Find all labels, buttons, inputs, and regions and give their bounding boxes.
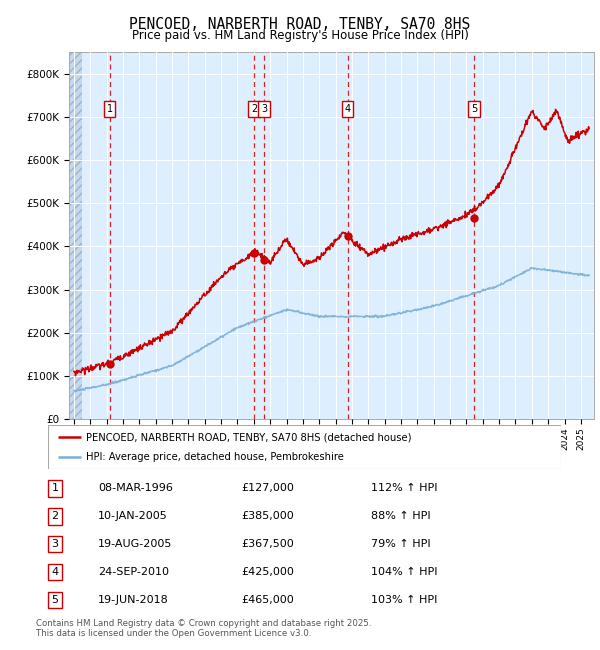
Text: 5: 5 <box>471 104 477 114</box>
Text: 10-JAN-2005: 10-JAN-2005 <box>98 512 168 521</box>
Text: £465,000: £465,000 <box>241 595 294 605</box>
Text: 08-MAR-1996: 08-MAR-1996 <box>98 484 173 493</box>
Text: 112% ↑ HPI: 112% ↑ HPI <box>371 484 437 493</box>
Text: Contains HM Land Registry data © Crown copyright and database right 2025.
This d: Contains HM Land Registry data © Crown c… <box>36 619 371 638</box>
Text: 5: 5 <box>52 595 58 605</box>
Text: 19-JUN-2018: 19-JUN-2018 <box>98 595 169 605</box>
Text: £127,000: £127,000 <box>241 484 294 493</box>
Text: 24-SEP-2010: 24-SEP-2010 <box>98 567 169 577</box>
Text: 88% ↑ HPI: 88% ↑ HPI <box>371 512 430 521</box>
Text: PENCOED, NARBERTH ROAD, TENBY, SA70 8HS (detached house): PENCOED, NARBERTH ROAD, TENBY, SA70 8HS … <box>86 432 412 442</box>
Text: £425,000: £425,000 <box>241 567 294 577</box>
Text: 103% ↑ HPI: 103% ↑ HPI <box>371 595 437 605</box>
Text: 3: 3 <box>261 104 267 114</box>
Text: 1: 1 <box>52 484 58 493</box>
Text: 1: 1 <box>106 104 113 114</box>
Text: 19-AUG-2005: 19-AUG-2005 <box>98 540 172 549</box>
Text: 4: 4 <box>344 104 350 114</box>
Text: 79% ↑ HPI: 79% ↑ HPI <box>371 540 430 549</box>
Text: 2: 2 <box>52 512 58 521</box>
Text: £385,000: £385,000 <box>241 512 294 521</box>
Text: HPI: Average price, detached house, Pembrokeshire: HPI: Average price, detached house, Pemb… <box>86 452 344 462</box>
Text: 104% ↑ HPI: 104% ↑ HPI <box>371 567 437 577</box>
Bar <box>69 52 82 419</box>
Text: PENCOED, NARBERTH ROAD, TENBY, SA70 8HS: PENCOED, NARBERTH ROAD, TENBY, SA70 8HS <box>130 16 470 32</box>
Text: Price paid vs. HM Land Registry's House Price Index (HPI): Price paid vs. HM Land Registry's House … <box>131 29 469 42</box>
Text: 4: 4 <box>52 567 58 577</box>
Text: £367,500: £367,500 <box>241 540 294 549</box>
Text: 3: 3 <box>52 540 58 549</box>
Text: 2: 2 <box>251 104 257 114</box>
